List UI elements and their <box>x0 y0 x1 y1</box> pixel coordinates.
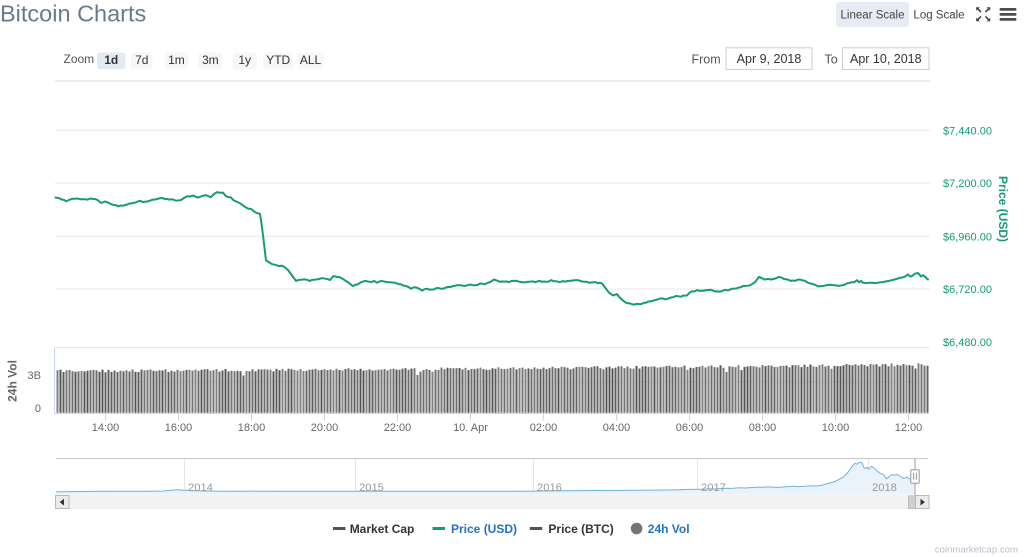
svg-text:3m: 3m <box>202 53 219 67</box>
svg-text:Price (BTC): Price (BTC) <box>548 522 613 536</box>
svg-text:2018: 2018 <box>872 482 897 494</box>
svg-text:Market Cap: Market Cap <box>350 522 415 536</box>
svg-text:10:00: 10:00 <box>822 422 850 434</box>
svg-text:2015: 2015 <box>359 482 384 494</box>
svg-text:10. Apr: 10. Apr <box>453 422 488 434</box>
svg-text:3B: 3B <box>28 370 41 382</box>
svg-text:$6,480.00: $6,480.00 <box>943 337 992 349</box>
svg-text:Log Scale: Log Scale <box>913 10 964 22</box>
svg-text:Apr 10, 2018: Apr 10, 2018 <box>850 52 922 66</box>
svg-text:04:00: 04:00 <box>603 422 631 434</box>
svg-text:24h Vol: 24h Vol <box>648 522 690 536</box>
svg-text:YTD: YTD <box>266 53 290 67</box>
svg-text:0: 0 <box>35 403 41 415</box>
svg-text:2014: 2014 <box>188 482 213 494</box>
svg-text:Price (USD): Price (USD) <box>451 522 517 536</box>
svg-text:7d: 7d <box>135 53 148 67</box>
svg-text:2017: 2017 <box>701 482 726 494</box>
svg-text:12:00: 12:00 <box>895 422 923 434</box>
svg-text:1y: 1y <box>238 53 251 67</box>
svg-text:Zoom: Zoom <box>64 52 95 66</box>
svg-text:16:00: 16:00 <box>165 422 193 434</box>
svg-text:Linear Scale: Linear Scale <box>841 10 905 22</box>
svg-text:Bitcoin Charts: Bitcoin Charts <box>0 1 146 27</box>
svg-text:02:00: 02:00 <box>530 422 558 434</box>
svg-text:2016: 2016 <box>537 482 562 494</box>
svg-text:Apr 9, 2018: Apr 9, 2018 <box>737 52 802 66</box>
svg-text:14:00: 14:00 <box>92 422 120 434</box>
svg-text:08:00: 08:00 <box>749 422 777 434</box>
svg-text:coinmarketcap.com: coinmarketcap.com <box>935 545 1018 556</box>
svg-text:22:00: 22:00 <box>384 422 412 434</box>
svg-text:18:00: 18:00 <box>238 422 266 434</box>
svg-text:1m: 1m <box>168 53 185 67</box>
svg-text:ALL: ALL <box>300 53 322 67</box>
svg-text:$7,200.00: $7,200.00 <box>943 178 992 190</box>
svg-text:$7,440.00: $7,440.00 <box>943 125 992 137</box>
svg-text:To: To <box>825 53 838 67</box>
svg-text:06:00: 06:00 <box>676 422 704 434</box>
svg-text:Price (USD): Price (USD) <box>996 176 1010 242</box>
svg-text:20:00: 20:00 <box>311 422 339 434</box>
svg-text:24h Vol: 24h Vol <box>6 360 20 402</box>
svg-text:From: From <box>692 53 721 67</box>
svg-text:$6,960.00: $6,960.00 <box>943 231 992 243</box>
svg-text:$6,720.00: $6,720.00 <box>943 284 992 296</box>
svg-text:1d: 1d <box>104 53 118 67</box>
